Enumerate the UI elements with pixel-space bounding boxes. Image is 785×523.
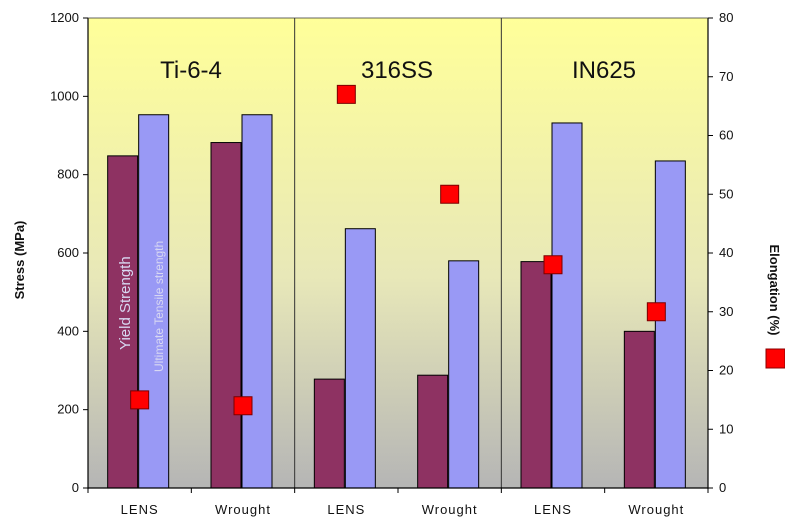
bar-ultimate-tensile-strength bbox=[654, 160, 686, 489]
elongation-marker bbox=[336, 84, 356, 104]
group-title: 316SS bbox=[361, 57, 433, 84]
y-tick-label: 800 bbox=[57, 167, 79, 182]
y2-axis-title: Elongation (%) bbox=[767, 245, 782, 336]
elongation-marker bbox=[233, 396, 253, 416]
y2-tick-label: 80 bbox=[719, 10, 733, 25]
y-tick-label: 1000 bbox=[50, 88, 79, 103]
bar-yield-strength bbox=[417, 374, 449, 489]
y2-tick-label: 20 bbox=[719, 363, 733, 378]
plot-area bbox=[88, 18, 708, 488]
x-tick-label: Wrought bbox=[422, 502, 478, 517]
bar-yield-strength bbox=[520, 261, 552, 489]
bar-yield-strength bbox=[623, 330, 655, 489]
x-tick-label: LENS bbox=[534, 502, 572, 517]
y-tick-label: 1200 bbox=[50, 10, 79, 25]
bar-yield-strength bbox=[313, 378, 345, 489]
series-label-uts: Ultimate Tensile strength bbox=[152, 241, 166, 372]
y-tick-label: 400 bbox=[57, 323, 79, 338]
x-tick-label: Wrought bbox=[215, 502, 271, 517]
elongation-marker bbox=[440, 184, 460, 204]
x-tick-label: LENS bbox=[121, 502, 159, 517]
elongation-marker bbox=[543, 255, 563, 275]
y2-tick-label: 70 bbox=[719, 69, 733, 84]
bar-yield-strength bbox=[210, 142, 242, 489]
elongation-marker bbox=[646, 302, 666, 322]
bar-ultimate-tensile-strength bbox=[448, 260, 480, 489]
bar-ultimate-tensile-strength bbox=[344, 228, 376, 489]
group-title: IN625 bbox=[572, 57, 636, 84]
x-tick-label: LENS bbox=[327, 502, 365, 517]
y2-tick-label: 50 bbox=[719, 186, 733, 201]
y2-tick-label: 0 bbox=[719, 480, 726, 495]
x-tick-label: Wrought bbox=[628, 502, 684, 517]
legend-elongation-marker bbox=[765, 348, 785, 369]
elongation-marker bbox=[130, 390, 150, 410]
y2-tick-label: 30 bbox=[719, 304, 733, 319]
y2-tick-label: 10 bbox=[719, 421, 733, 436]
bar-ultimate-tensile-strength bbox=[241, 114, 273, 489]
y-tick-label: 600 bbox=[57, 245, 79, 260]
group-title: Ti-6-4 bbox=[160, 57, 222, 84]
y2-tick-label: 60 bbox=[719, 128, 733, 143]
bar-ultimate-tensile-strength bbox=[551, 122, 583, 489]
y2-tick-label: 40 bbox=[719, 245, 733, 260]
bar-yield-strength bbox=[107, 155, 139, 489]
bar-ultimate-tensile-strength bbox=[138, 114, 170, 489]
y-axis-title: Stress (MPa) bbox=[12, 221, 27, 300]
y-tick-label: 200 bbox=[57, 402, 79, 417]
y-tick-label: 0 bbox=[72, 480, 79, 495]
series-label-yield: Yield Strength bbox=[117, 256, 134, 350]
